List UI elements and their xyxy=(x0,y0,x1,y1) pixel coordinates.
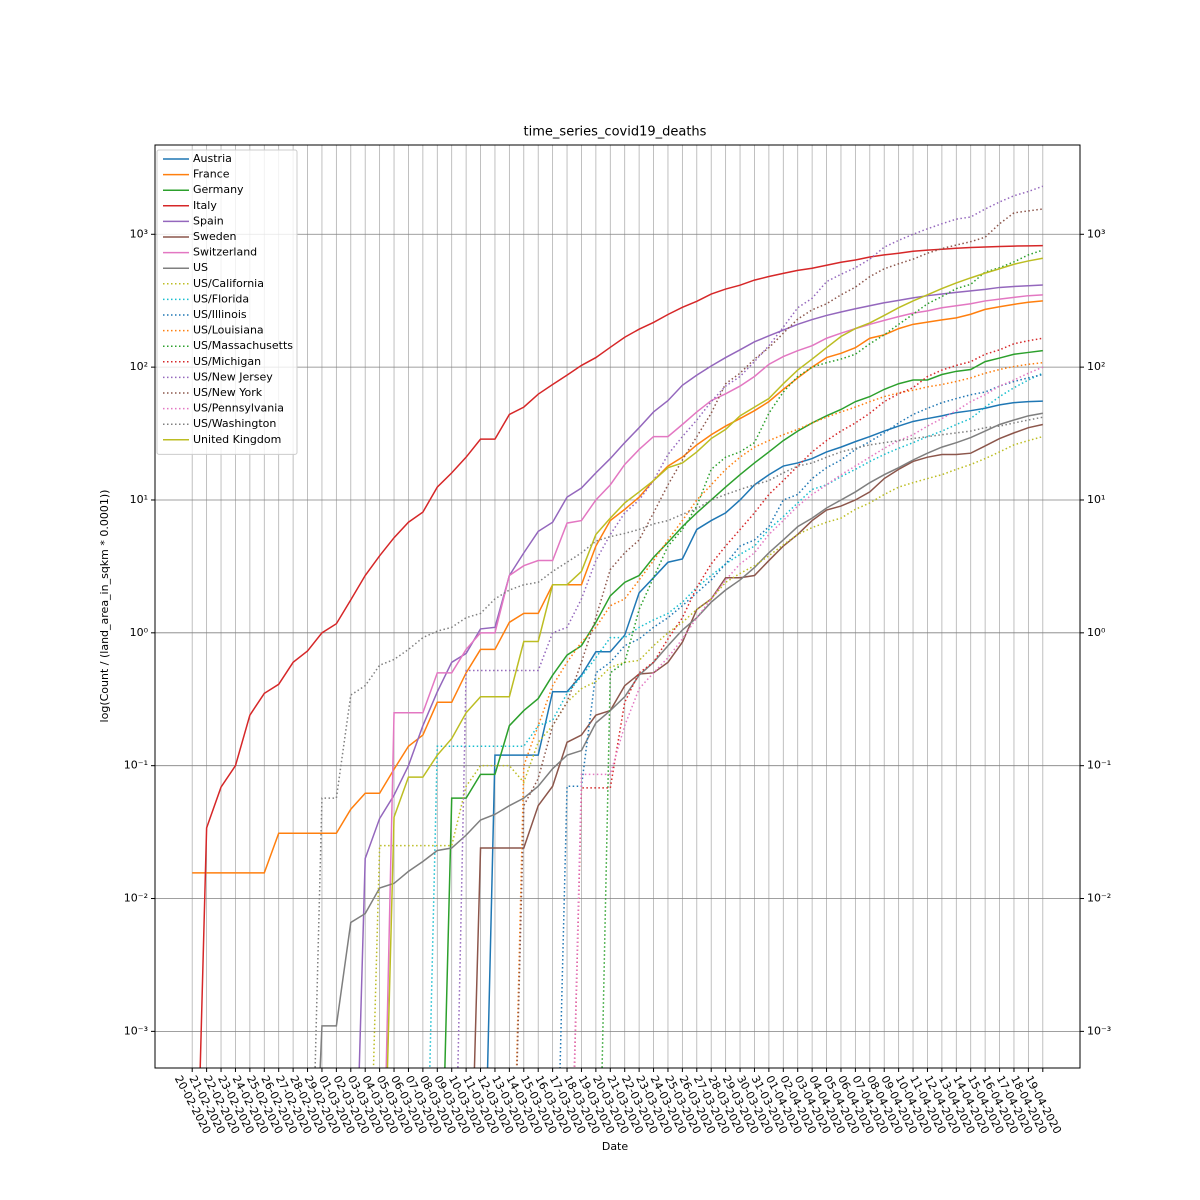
y-tick-label: 10² xyxy=(130,360,148,373)
chart-title: time_series_covid19_deaths xyxy=(524,125,707,140)
legend-label: US/Massachusetts xyxy=(193,339,293,352)
series-line xyxy=(372,435,1043,1068)
legend-label: US/Michigan xyxy=(193,355,261,368)
series-line xyxy=(457,185,1044,1068)
legend-label: Switzerland xyxy=(193,246,257,259)
series-line xyxy=(473,423,1043,1068)
y-tick-label-right: 10⁻³ xyxy=(1087,1024,1111,1037)
series-line xyxy=(358,284,1043,1068)
y-tick-label: 10³ xyxy=(130,227,148,240)
ticks: 20-02-202021-02-202022-02-202023-02-2020… xyxy=(124,227,1111,1136)
legend-label: Spain xyxy=(193,214,224,227)
y-tick-label: 10⁻¹ xyxy=(124,759,148,772)
y-tick-label-right: 10⁰ xyxy=(1087,626,1106,639)
legend-label: US/Pennsylvania xyxy=(193,402,284,415)
legend-label: Sweden xyxy=(193,230,236,243)
series-line xyxy=(444,349,1043,1068)
series-line xyxy=(192,300,1043,874)
series-line xyxy=(385,294,1043,1068)
series-line xyxy=(486,400,1043,1068)
legend: Austria France Germany Italy Spain Sweden Swit… xyxy=(156,149,298,455)
legend-box xyxy=(156,149,298,455)
legend-label: US/Florida xyxy=(193,292,249,305)
series-line xyxy=(199,244,1043,1068)
series-line xyxy=(314,416,1043,1068)
legend-label: US/New York xyxy=(193,386,263,399)
legend-label: US/New Jersey xyxy=(193,370,273,383)
y-tick-label: 10⁻³ xyxy=(124,1024,148,1037)
legend-label: France xyxy=(193,168,230,181)
legend-label: US/California xyxy=(193,277,264,290)
axes-frame xyxy=(154,144,1081,1069)
y-tick-label-right: 10⁻² xyxy=(1087,892,1111,905)
legend-label: Germany xyxy=(193,183,244,196)
y-tick-label: 10⁻² xyxy=(124,892,148,905)
y-tick-label: 10¹ xyxy=(130,493,148,506)
y-tick-label-right: 10⁻¹ xyxy=(1087,759,1111,772)
plot-area xyxy=(192,185,1044,1068)
y-axis-label: log(Count / (land_area_in_sqkm * 0.0001)… xyxy=(98,490,111,723)
legend-label: US/Washington xyxy=(193,417,276,430)
y-tick-label-right: 10³ xyxy=(1087,227,1105,240)
legend-label: US xyxy=(193,261,208,274)
x-axis-label: Date xyxy=(602,1140,629,1153)
legend-label: United Kingdom xyxy=(193,433,281,446)
legend-label: Austria xyxy=(193,152,232,165)
series-line xyxy=(386,257,1043,1068)
y-tick-label-right: 10¹ xyxy=(1087,493,1105,506)
series-line xyxy=(559,373,1043,1068)
series-line xyxy=(319,412,1043,1068)
legend-label: US/Illinois xyxy=(193,308,247,321)
legend-label: US/Louisiana xyxy=(193,324,264,337)
y-tick-label-right: 10² xyxy=(1087,360,1105,373)
series-line xyxy=(515,361,1043,1068)
legend-label: Italy xyxy=(193,199,217,212)
y-tick-label: 10⁰ xyxy=(130,626,149,639)
